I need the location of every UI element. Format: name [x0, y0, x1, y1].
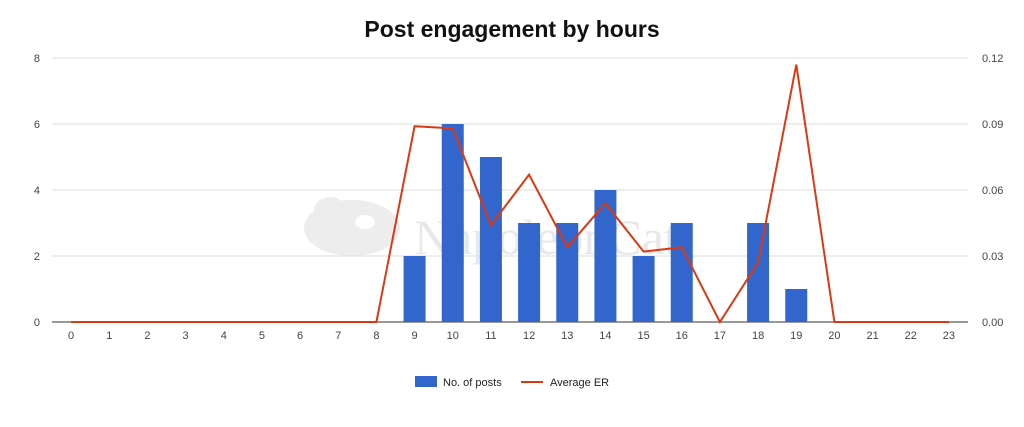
cat-logo-icon: [304, 197, 400, 256]
bar[interactable]: [594, 190, 617, 322]
y-right-tick-label: 0.03: [982, 251, 1003, 263]
bar-series: [403, 124, 808, 322]
y-right-tick-label: 0.12: [982, 53, 1003, 65]
legend-label-posts: No. of posts: [443, 377, 502, 389]
y-left-tick-label: 6: [34, 119, 40, 131]
x-tick-label: 5: [259, 330, 265, 342]
legend-item-er[interactable]: Average ER: [521, 377, 609, 389]
bar[interactable]: [403, 256, 426, 322]
legend-swatch-posts: [415, 376, 437, 387]
x-tick-label: 1: [106, 330, 112, 342]
x-tick-label: 6: [297, 330, 303, 342]
bar[interactable]: [785, 289, 808, 322]
x-tick-label: 3: [183, 330, 189, 342]
y-axis-right: 0.00 0.03 0.06 0.09 0.12: [982, 53, 1003, 329]
x-tick-label: 14: [599, 330, 611, 342]
legend-label-er: Average ER: [550, 377, 609, 389]
bar[interactable]: [556, 223, 579, 322]
x-tick-label: 16: [676, 330, 688, 342]
x-tick-label: 15: [637, 330, 649, 342]
bar[interactable]: [747, 223, 770, 322]
bar[interactable]: [518, 223, 541, 322]
x-tick-label: 9: [412, 330, 418, 342]
x-tick-label: 7: [335, 330, 341, 342]
x-tick-label: 2: [144, 330, 150, 342]
x-tick-label: 22: [905, 330, 917, 342]
legend-item-posts[interactable]: No. of posts: [415, 376, 502, 389]
x-tick-label: 4: [221, 330, 227, 342]
legend: No. of posts Average ER: [415, 376, 609, 389]
y-left-tick-label: 2: [34, 251, 40, 263]
x-tick-label: 21: [866, 330, 878, 342]
y-right-tick-label: 0.00: [982, 317, 1003, 329]
x-tick-label: 13: [561, 330, 573, 342]
bar[interactable]: [670, 223, 693, 322]
line-path[interactable]: [71, 64, 949, 325]
x-tick-label: 20: [828, 330, 840, 342]
x-tick-label: 0: [68, 330, 74, 342]
x-tick-label: 18: [752, 330, 764, 342]
y-axis-left: 0 2 4 6 8: [34, 53, 40, 329]
chart-title: Post engagement by hours: [364, 16, 659, 42]
x-tick-label: 17: [714, 330, 726, 342]
x-tick-label: 10: [447, 330, 459, 342]
bar[interactable]: [441, 124, 464, 322]
x-tick-label: 11: [485, 330, 496, 342]
x-tick-label: 12: [523, 330, 535, 342]
y-right-tick-label: 0.09: [982, 119, 1003, 131]
bar[interactable]: [632, 256, 655, 322]
y-left-tick-label: 4: [34, 185, 40, 197]
x-tick-label: 19: [790, 330, 802, 342]
gridlines: [52, 57, 968, 323]
x-axis: 0 1 2 3 4 5 6 7 8 9 10 11 12 13 14 15 16 17 18 19 20 21 22 23: [68, 330, 955, 342]
y-right-tick-label: 0.06: [982, 185, 1003, 197]
line-series: [71, 64, 949, 325]
x-tick-label: 23: [943, 330, 955, 342]
y-left-tick-label: 8: [34, 53, 40, 65]
x-tick-label: 8: [373, 330, 379, 342]
bar[interactable]: [479, 157, 502, 322]
y-left-tick-label: 0: [34, 317, 40, 329]
